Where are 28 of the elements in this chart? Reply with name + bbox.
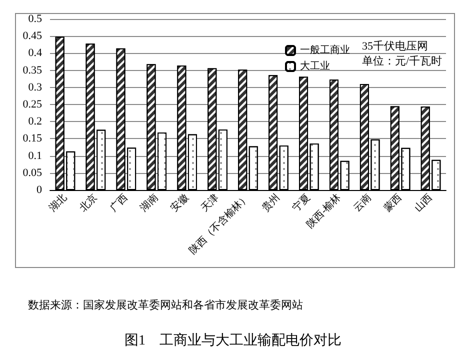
y-tick-label: 0.2 bbox=[28, 116, 42, 128]
x-tick-label: 贵州 bbox=[260, 191, 282, 214]
x-tick-label: 天津 bbox=[198, 191, 222, 214]
text: 图1 工商业与大工业输配电价对比 bbox=[124, 332, 342, 348]
source-note: 数据来源：国家发展改革委网站和各省市发展改革委网站 bbox=[28, 298, 303, 312]
x-tick-label: 湖北 bbox=[46, 191, 70, 214]
annotation: 35千伏电压网 bbox=[362, 40, 428, 52]
y-tick-label: 0.1 bbox=[28, 150, 42, 162]
legend-label: 大工业 bbox=[300, 60, 330, 72]
x-tick-label: 安徽 bbox=[168, 191, 191, 214]
y-tick-label: 0.45 bbox=[22, 30, 42, 42]
x-tick-label: 蒙西 bbox=[382, 191, 404, 214]
annotation: 单位：元/千瓦时 bbox=[362, 54, 442, 68]
y-tick-label: 0.4 bbox=[28, 47, 42, 60]
x-tick-label: 湖南 bbox=[138, 191, 161, 214]
x-tick-label: 北京 bbox=[76, 191, 100, 214]
x-tick-label: 山西 bbox=[412, 191, 435, 214]
x-tick-label: 云南 bbox=[351, 191, 374, 214]
x-tick-label: 广西 bbox=[107, 191, 130, 214]
x-tick-label: 宁夏 bbox=[290, 191, 313, 214]
y-tick-label: 0.35 bbox=[22, 64, 42, 76]
y-tick-label: 0 bbox=[36, 184, 42, 196]
legend-label: 一般工商业 bbox=[300, 44, 350, 56]
y-tick-label: 0.25 bbox=[22, 98, 42, 110]
y-tick-label: 0.15 bbox=[22, 132, 42, 145]
y-tick-label: 0.5 bbox=[28, 13, 42, 25]
y-tick-label: 0.3 bbox=[28, 81, 42, 94]
y-tick-label: 0.05 bbox=[22, 166, 42, 179]
